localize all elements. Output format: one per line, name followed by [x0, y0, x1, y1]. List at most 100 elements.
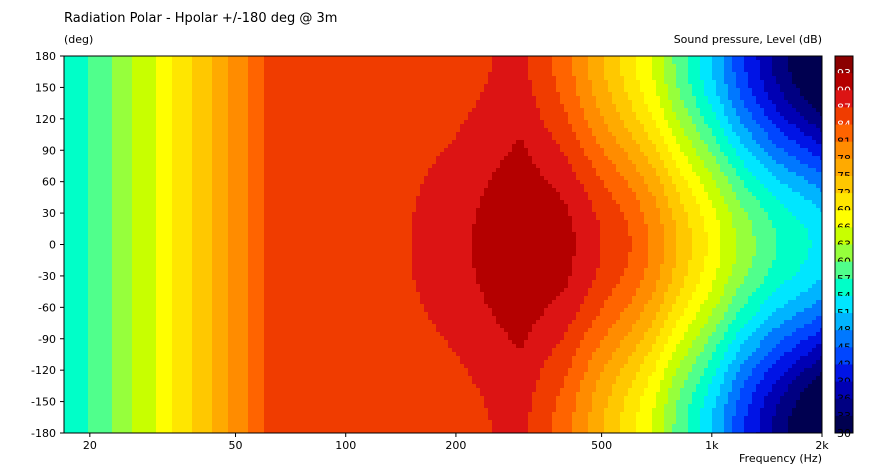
- heatmap-cell: [124, 364, 129, 369]
- heatmap-cell: [156, 152, 161, 157]
- heatmap-cell: [68, 200, 73, 205]
- heatmap-cell: [252, 192, 257, 197]
- heatmap-cell: [140, 320, 145, 325]
- heatmap-cell: [160, 364, 165, 369]
- heatmap-cell: [72, 428, 77, 433]
- heatmap-cell: [224, 424, 229, 429]
- heatmap-cell: [204, 272, 209, 277]
- heatmap-cell: [164, 188, 169, 193]
- heatmap-cell: [88, 56, 93, 61]
- heatmap-cell: [128, 128, 133, 133]
- heatmap-cell: [268, 140, 273, 145]
- heatmap-cell: [236, 164, 241, 169]
- heatmap-cell: [196, 152, 201, 157]
- heatmap-cell: [116, 116, 121, 121]
- heatmap-cell: [252, 388, 257, 393]
- heatmap-cell: [156, 412, 161, 417]
- heatmap-cell: [144, 256, 149, 261]
- heatmap-cell: [216, 360, 221, 365]
- heatmap-cell: [268, 84, 273, 89]
- heatmap-cell: [112, 344, 117, 349]
- heatmap-cell: [68, 340, 73, 345]
- heatmap-cell: [136, 396, 141, 401]
- heatmap-cell: [124, 276, 129, 281]
- heatmap-cell: [272, 140, 277, 145]
- heatmap-cell: [212, 288, 217, 293]
- heatmap-cell: [164, 280, 169, 285]
- heatmap-cell: [132, 120, 137, 125]
- heatmap-cell: [104, 304, 109, 309]
- heatmap-cell: [220, 328, 225, 333]
- heatmap-cell: [176, 192, 181, 197]
- heatmap-cell: [136, 324, 141, 329]
- heatmap-cell: [64, 276, 69, 281]
- heatmap-cell: [148, 88, 153, 93]
- heatmap-cell: [92, 176, 97, 181]
- heatmap-cell: [88, 256, 93, 261]
- heatmap-cell: [208, 280, 213, 285]
- heatmap-cell: [168, 76, 173, 81]
- heatmap-cell: [200, 364, 205, 369]
- heatmap-cell: [192, 68, 197, 73]
- heatmap-cell: [240, 360, 245, 365]
- heatmap-cell: [180, 104, 185, 109]
- heatmap-cell: [212, 168, 217, 173]
- heatmap-cell: [128, 348, 133, 353]
- heatmap-cell: [192, 216, 197, 221]
- heatmap-cell: [156, 252, 161, 257]
- heatmap-cell: [132, 140, 137, 145]
- heatmap-cell: [240, 164, 245, 169]
- heatmap-cell: [108, 412, 113, 417]
- heatmap-cell: [96, 188, 101, 193]
- heatmap-cell: [244, 380, 249, 385]
- heatmap-cell: [176, 164, 181, 169]
- heatmap-cell: [96, 372, 101, 377]
- heatmap-cell: [228, 248, 233, 253]
- heatmap-cell: [192, 416, 197, 421]
- heatmap-cell: [68, 336, 73, 341]
- heatmap-cell: [68, 96, 73, 101]
- heatmap-cell: [112, 264, 117, 269]
- heatmap-cell: [184, 344, 189, 349]
- heatmap-cell: [168, 316, 173, 321]
- heatmap-cell: [272, 152, 277, 157]
- heatmap-cell: [76, 232, 81, 237]
- heatmap-cell: [132, 316, 137, 321]
- heatmap-cell: [156, 188, 161, 193]
- heatmap-cell: [212, 344, 217, 349]
- heatmap-cell: [164, 112, 169, 117]
- heatmap-cell: [168, 340, 173, 345]
- heatmap-cell: [256, 320, 261, 325]
- heatmap-cell: [128, 380, 133, 385]
- heatmap-cell: [208, 152, 213, 157]
- heatmap-cell: [188, 364, 193, 369]
- heatmap-cell: [192, 96, 197, 101]
- heatmap-cell: [92, 276, 97, 281]
- heatmap-cell: [184, 280, 189, 285]
- heatmap-cell: [172, 356, 177, 361]
- heatmap-cell: [168, 328, 173, 333]
- heatmap-cell: [240, 144, 245, 149]
- heatmap-cell: [164, 124, 169, 129]
- heatmap-cell: [120, 280, 125, 285]
- heatmap-cell: [116, 304, 121, 309]
- heatmap-cell: [260, 356, 265, 361]
- heatmap-cell: [100, 256, 105, 261]
- heatmap-cell: [212, 404, 217, 409]
- heatmap-cell: [172, 268, 177, 273]
- heatmap-cell: [200, 380, 205, 385]
- heatmap-cell: [188, 112, 193, 117]
- heatmap-cell: [264, 384, 269, 389]
- heatmap-cell: [220, 340, 225, 345]
- heatmap-cell: [156, 84, 161, 89]
- heatmap-cell: [240, 344, 245, 349]
- heatmap-cell: [68, 156, 73, 161]
- heatmap-cell: [200, 124, 205, 129]
- heatmap-cell: [148, 140, 153, 145]
- heatmap-cell: [212, 76, 217, 81]
- heatmap-cell: [228, 268, 233, 273]
- heatmap-cell: [192, 120, 197, 125]
- heatmap-cell: [224, 300, 229, 305]
- heatmap-cell: [220, 188, 225, 193]
- heatmap-cell: [92, 60, 97, 65]
